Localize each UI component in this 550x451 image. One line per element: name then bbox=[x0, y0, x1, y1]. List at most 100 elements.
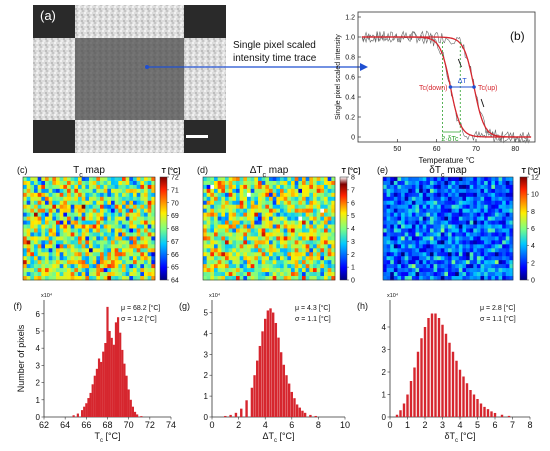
map-pixel bbox=[462, 248, 467, 253]
map-pixel bbox=[509, 184, 514, 190]
map-pixel bbox=[239, 264, 244, 269]
map-pixel bbox=[151, 252, 156, 257]
map-pixel bbox=[491, 196, 496, 202]
map-pixel bbox=[52, 240, 57, 245]
map-pixel bbox=[129, 276, 134, 281]
map-pixel bbox=[221, 216, 226, 221]
map-pixel bbox=[41, 180, 46, 186]
map-pixel bbox=[411, 248, 416, 253]
map-pixel bbox=[96, 252, 101, 257]
map-pixel bbox=[426, 192, 431, 198]
map-pixel bbox=[37, 268, 42, 273]
histogram-bar bbox=[131, 406, 134, 417]
map-pixel bbox=[324, 240, 328, 245]
map-pixel bbox=[316, 276, 321, 281]
map-pixel bbox=[411, 236, 416, 241]
map-pixel bbox=[45, 184, 49, 190]
map-pixel bbox=[283, 177, 288, 182]
map-pixel bbox=[386, 240, 391, 245]
map-pixel bbox=[509, 248, 514, 253]
map-pixel bbox=[287, 252, 292, 257]
histogram-bar bbox=[483, 406, 486, 418]
map-pixel bbox=[415, 184, 420, 190]
map-pixel bbox=[56, 252, 60, 257]
map-pixel bbox=[313, 276, 317, 281]
map-pixel bbox=[125, 260, 130, 265]
map-pixel bbox=[455, 196, 460, 202]
map-pixel bbox=[254, 224, 259, 229]
map-pixel bbox=[415, 248, 420, 253]
map-pixel bbox=[444, 212, 449, 217]
map-pixel bbox=[397, 200, 402, 206]
map-pixel bbox=[291, 188, 295, 194]
map-pixel bbox=[254, 208, 259, 213]
colorbar-tick-label: 64 bbox=[171, 278, 179, 285]
map-pixel bbox=[283, 212, 288, 217]
map-pixel bbox=[433, 224, 438, 229]
map-pixel bbox=[217, 244, 222, 249]
map-pixel bbox=[74, 196, 79, 202]
map-pixel bbox=[487, 204, 492, 209]
map-pixel bbox=[48, 252, 53, 257]
map-pixel bbox=[422, 204, 427, 209]
map-pixel bbox=[316, 248, 321, 253]
map-pixel bbox=[136, 264, 141, 269]
histogram-bar bbox=[406, 394, 409, 417]
map-title: ΔTc map bbox=[250, 165, 289, 179]
map-pixel bbox=[78, 248, 82, 253]
map-pixel bbox=[92, 216, 97, 221]
map-pixel bbox=[243, 248, 248, 253]
map-pixel bbox=[280, 272, 284, 277]
map-pixel bbox=[56, 268, 60, 273]
map-pixel bbox=[136, 200, 141, 206]
map-pixel bbox=[455, 220, 460, 225]
x-tick-label: 8 bbox=[527, 420, 532, 430]
map-pixel bbox=[30, 180, 35, 186]
map-pixel bbox=[78, 204, 82, 209]
map-pixel bbox=[313, 192, 317, 198]
map-pixel bbox=[225, 188, 229, 194]
map-pixel bbox=[480, 200, 485, 206]
map-pixel bbox=[448, 177, 452, 182]
map-pixel bbox=[129, 232, 134, 237]
map-pixel bbox=[505, 272, 510, 277]
map-pixel bbox=[469, 192, 474, 198]
map-pixel bbox=[122, 180, 126, 186]
histogram-bar bbox=[287, 383, 291, 417]
map-pixel bbox=[23, 192, 27, 198]
map-pixel bbox=[287, 180, 292, 186]
map-pixel bbox=[324, 232, 328, 237]
map-pixel bbox=[487, 268, 492, 273]
map-pixel bbox=[476, 192, 481, 198]
tc-up-label: Tc(up) bbox=[478, 85, 497, 92]
map-pixel bbox=[265, 216, 270, 221]
panel-label-e: (e) bbox=[377, 165, 388, 175]
map-pixel bbox=[484, 212, 489, 217]
map-pixel bbox=[386, 192, 391, 198]
map-pixel bbox=[386, 220, 391, 225]
map-pixel bbox=[89, 232, 93, 237]
map-pixel bbox=[225, 244, 229, 249]
map-pixel bbox=[133, 224, 137, 229]
map-pixel bbox=[118, 264, 123, 269]
map-pixel bbox=[34, 204, 38, 209]
map-pixel bbox=[232, 252, 237, 257]
map-pixel bbox=[404, 188, 409, 194]
histogram-bar bbox=[420, 338, 423, 417]
map-pixel bbox=[466, 264, 470, 269]
map-pixel bbox=[85, 260, 90, 265]
map-pixel bbox=[254, 180, 259, 186]
map-pixel bbox=[276, 276, 281, 281]
map-pixel bbox=[309, 272, 314, 277]
map-pixel bbox=[476, 200, 481, 206]
map-pixel bbox=[67, 232, 71, 237]
map-pixel bbox=[34, 232, 38, 237]
map-pixel bbox=[272, 236, 277, 241]
map-pixel bbox=[30, 244, 35, 249]
map-pixel bbox=[23, 272, 27, 277]
map-pixel bbox=[473, 224, 478, 229]
map-pixel bbox=[276, 192, 281, 198]
map-pixel bbox=[451, 268, 456, 273]
map-pixel bbox=[217, 208, 222, 213]
map-pixel bbox=[429, 224, 434, 229]
